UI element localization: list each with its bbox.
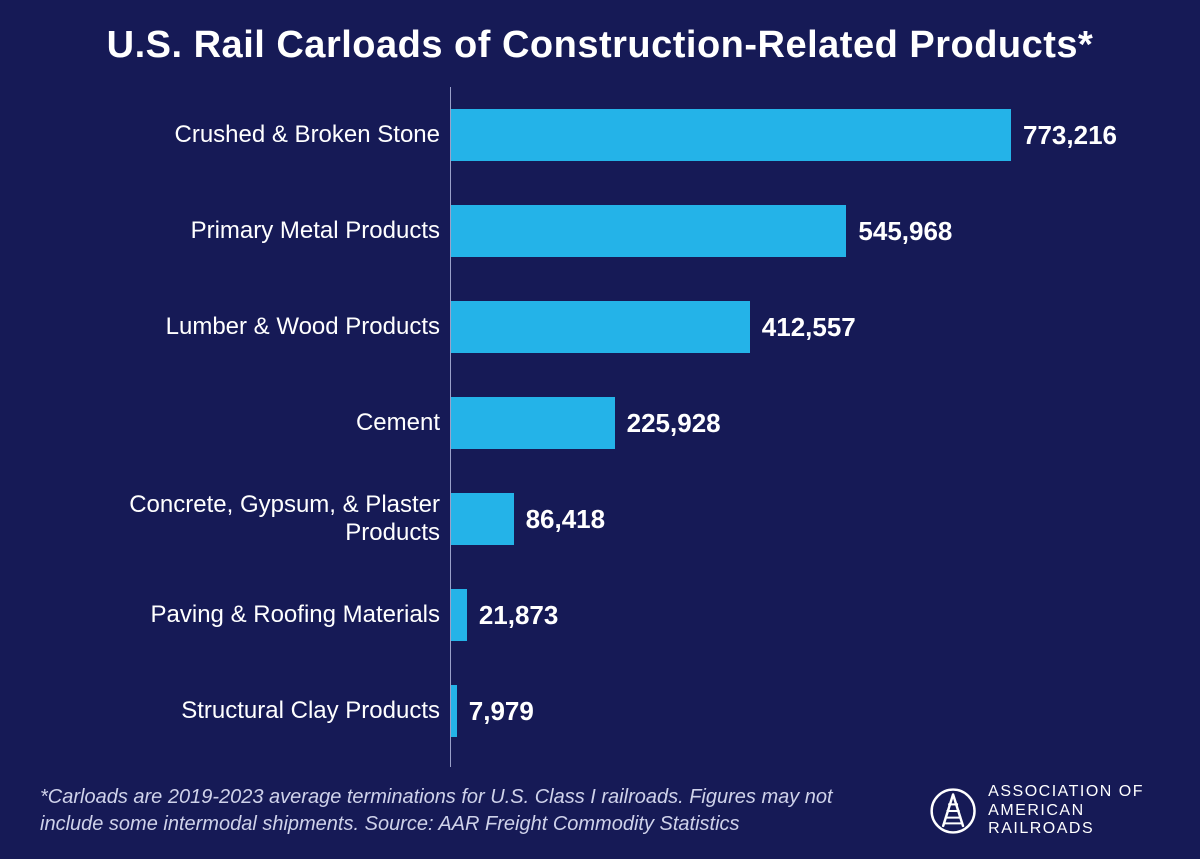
- category-label: Lumber & Wood Products: [60, 313, 440, 341]
- logo-line2: AMERICAN RAILROADS: [988, 802, 1160, 839]
- value-label: 86,418: [526, 504, 606, 535]
- category-label: Structural Clay Products: [60, 697, 440, 725]
- bar-row: Crushed & Broken Stone 773,216: [60, 87, 1140, 183]
- value-label: 7,979: [469, 696, 534, 727]
- footnote-text: *Carloads are 2019-2023 average terminat…: [40, 784, 900, 838]
- rail-track-icon: [930, 783, 976, 839]
- bar-row: Structural Clay Products 7,979: [60, 663, 1140, 759]
- value-label: 773,216: [1023, 120, 1117, 151]
- category-label: Primary Metal Products: [60, 217, 440, 245]
- value-label: 545,968: [858, 216, 952, 247]
- bar: [451, 109, 1011, 161]
- bar: [451, 397, 615, 449]
- bar: [451, 301, 750, 353]
- footer: *Carloads are 2019-2023 average terminat…: [40, 783, 1160, 839]
- category-label: Concrete, Gypsum, & Plaster Products: [60, 491, 440, 547]
- chart-title: U.S. Rail Carloads of Construction-Relat…: [0, 0, 1200, 77]
- bar-row: Paving & Roofing Materials 21,873: [60, 567, 1140, 663]
- bar-row: Lumber & Wood Products 412,557: [60, 279, 1140, 375]
- bar-row: Primary Metal Products 545,968: [60, 183, 1140, 279]
- category-label: Paving & Roofing Materials: [60, 601, 440, 629]
- bar: [451, 493, 514, 545]
- category-label: Cement: [60, 409, 440, 437]
- bar-row: Concrete, Gypsum, & Plaster Products 86,4…: [60, 471, 1140, 567]
- bar: [451, 685, 457, 737]
- bar-row: Cement 225,928: [60, 375, 1140, 471]
- aar-logo: ASSOCIATION OF AMERICAN RAILROADS: [930, 783, 1160, 839]
- bar: [451, 205, 846, 257]
- chart-area: Crushed & Broken Stone 773,216 Primary Met…: [60, 87, 1140, 767]
- bar: [451, 589, 467, 641]
- value-label: 225,928: [627, 408, 721, 439]
- logo-line1: ASSOCIATION OF: [988, 783, 1160, 801]
- value-label: 412,557: [762, 312, 856, 343]
- logo-text: ASSOCIATION OF AMERICAN RAILROADS: [988, 783, 1160, 838]
- value-label: 21,873: [479, 600, 559, 631]
- category-label: Crushed & Broken Stone: [60, 121, 440, 149]
